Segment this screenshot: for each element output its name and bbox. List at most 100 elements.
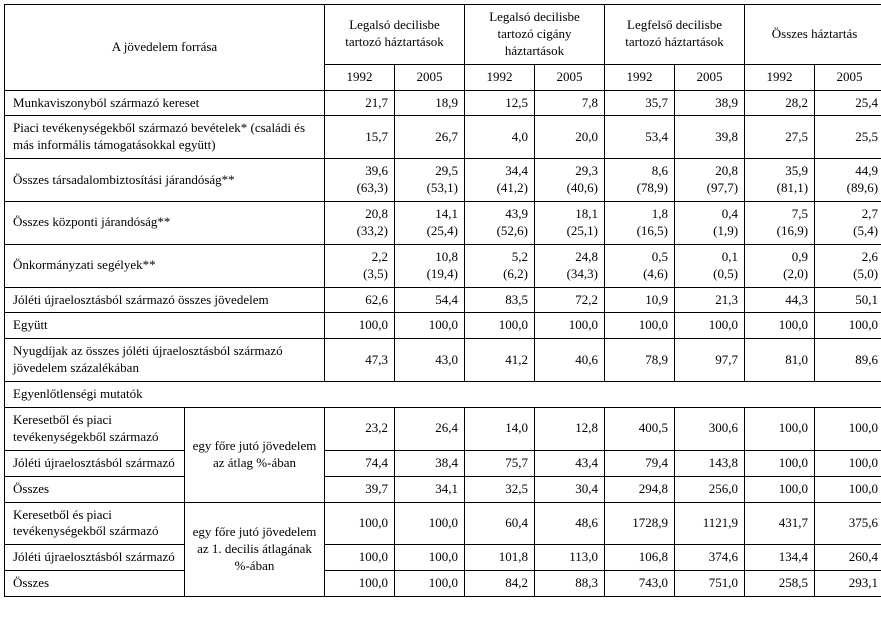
row-label: Munkaviszonyból származó kereset	[5, 90, 325, 116]
cell: 34,1	[395, 476, 465, 502]
cell: 0,4(1,9)	[675, 202, 745, 245]
cell: 5,2 (6,2)	[465, 244, 535, 287]
table-row: Keresetből és piaci tevékenységekből szá…	[5, 502, 881, 545]
cell: 24,8(34,3)	[535, 244, 605, 287]
cell: 100,0	[745, 408, 815, 451]
cell: 431,7	[745, 502, 815, 545]
cell: 134,4	[745, 545, 815, 571]
cell-paren: (52,6)	[471, 223, 528, 240]
cell: 100,0	[395, 313, 465, 339]
cell-value: 5,2	[512, 249, 528, 264]
cell-value: 20,8	[365, 206, 388, 221]
table-row: Keresetből és piaci tevékenységekből szá…	[5, 408, 881, 451]
row-label: Összes	[5, 571, 185, 597]
cell-paren: (97,7)	[681, 180, 738, 197]
cell: 79,4	[605, 450, 675, 476]
cell-value: 24,8	[575, 249, 598, 264]
row-label: Piaci tevékenységekből származó bevétele…	[5, 116, 325, 159]
cell: 28,2	[745, 90, 815, 116]
cell-paren: (6,2)	[471, 266, 528, 283]
year-3-0: 1992	[745, 64, 815, 90]
cell: 0,9 (2,0)	[745, 244, 815, 287]
table-body-inequality: Keresetből és piaci tevékenységekből szá…	[5, 408, 881, 597]
cell-paren: (89,6)	[821, 180, 878, 197]
cell: 41,2	[465, 339, 535, 382]
cell-value: 43,9	[505, 206, 528, 221]
cell: 260,4	[815, 545, 881, 571]
cell: 75,7	[465, 450, 535, 476]
cell: 43,9 (52,6)	[465, 202, 535, 245]
income-table: A jövedelem forrása Legalsó decilisbe ta…	[4, 4, 881, 597]
cell: 38,9	[675, 90, 745, 116]
cell: 100,0	[745, 313, 815, 339]
cell: 48,6	[535, 502, 605, 545]
cell-paren: (3,5)	[331, 266, 388, 283]
cell: 72,2	[535, 287, 605, 313]
cell: 293,1	[815, 571, 881, 597]
year-0-1: 2005	[395, 64, 465, 90]
section-title: Egyenlőtlenségi mutatók	[5, 382, 881, 408]
cell: 18,9	[395, 90, 465, 116]
cell: 4,0	[465, 116, 535, 159]
cell-paren: (81,1)	[751, 180, 808, 197]
cell-value: 2,6	[862, 249, 878, 264]
cell: 35,9 (81,1)	[745, 159, 815, 202]
row-label: Jóléti újraelosztásból származó	[5, 545, 185, 571]
cell-paren: (33,2)	[331, 223, 388, 240]
cell-value: 0,9	[792, 249, 808, 264]
year-3-1: 2005	[815, 64, 881, 90]
cell: 74,4	[325, 450, 395, 476]
cell: 88,3	[535, 571, 605, 597]
cell-value: 8,6	[652, 163, 668, 178]
cell: 1728,9	[605, 502, 675, 545]
cell: 39,6(63,3)	[325, 159, 395, 202]
cell: 2,2(3,5)	[325, 244, 395, 287]
cell-paren: (40,6)	[541, 180, 598, 197]
cell: 100,0	[815, 408, 881, 451]
cell: 84,2	[465, 571, 535, 597]
cell: 1,8(16,5)	[605, 202, 675, 245]
row-label: Jóléti újraelosztásból származó	[5, 450, 185, 476]
cell: 62,6	[325, 287, 395, 313]
cell-paren: (78,9)	[611, 180, 668, 197]
cell: 53,4	[605, 116, 675, 159]
cell: 0,1(0,5)	[675, 244, 745, 287]
cell: 8,6 (78,9)	[605, 159, 675, 202]
year-0-0: 1992	[325, 64, 395, 90]
cell-paren: (2,0)	[751, 266, 808, 283]
cell: 21,3	[675, 287, 745, 313]
table-row: Összes társadalombiztosítási járandóság*…	[5, 159, 881, 202]
cell: 100,0	[395, 502, 465, 545]
cell-paren: (5,0)	[821, 266, 878, 283]
cell: 30,4	[535, 476, 605, 502]
cell-paren: (5,4)	[821, 223, 878, 240]
cell: 20,0	[535, 116, 605, 159]
row-label: Keresetből és piaci tevékenységekből szá…	[5, 502, 185, 545]
table-row: Összes39,734,132,530,4294,8256,0100,0100…	[5, 476, 881, 502]
cell-value: 35,9	[785, 163, 808, 178]
cell-value: 34,4	[505, 163, 528, 178]
cell: 35,7	[605, 90, 675, 116]
row-label: Jóléti újraelosztásból származó összes j…	[5, 287, 325, 313]
cell: 10,9	[605, 287, 675, 313]
cell: 20,8(97,7)	[675, 159, 745, 202]
cell-value: 14,1	[435, 206, 458, 221]
sub-label: egy főre jutó jövedelem az átlag %-ában	[185, 408, 325, 503]
section-title-row: Egyenlőtlenségi mutatók	[5, 382, 881, 408]
cell: 100,0	[325, 502, 395, 545]
cell: 100,0	[465, 313, 535, 339]
cell-value: 44,9	[855, 163, 878, 178]
cell-paren: (53,1)	[401, 180, 458, 197]
cell: 32,5	[465, 476, 535, 502]
table-row: Jóléti újraelosztásból származó74,438,47…	[5, 450, 881, 476]
cell: 374,6	[675, 545, 745, 571]
cell: 47,3	[325, 339, 395, 382]
cell-value: 18,1	[575, 206, 598, 221]
cell: 39,8	[675, 116, 745, 159]
year-2-0: 1992	[605, 64, 675, 90]
cell: 50,1	[815, 287, 881, 313]
cell-paren: (19,4)	[401, 266, 458, 283]
cell: 27,5	[745, 116, 815, 159]
cell-paren: (25,4)	[401, 223, 458, 240]
cell: 44,9 (89,6)	[815, 159, 881, 202]
